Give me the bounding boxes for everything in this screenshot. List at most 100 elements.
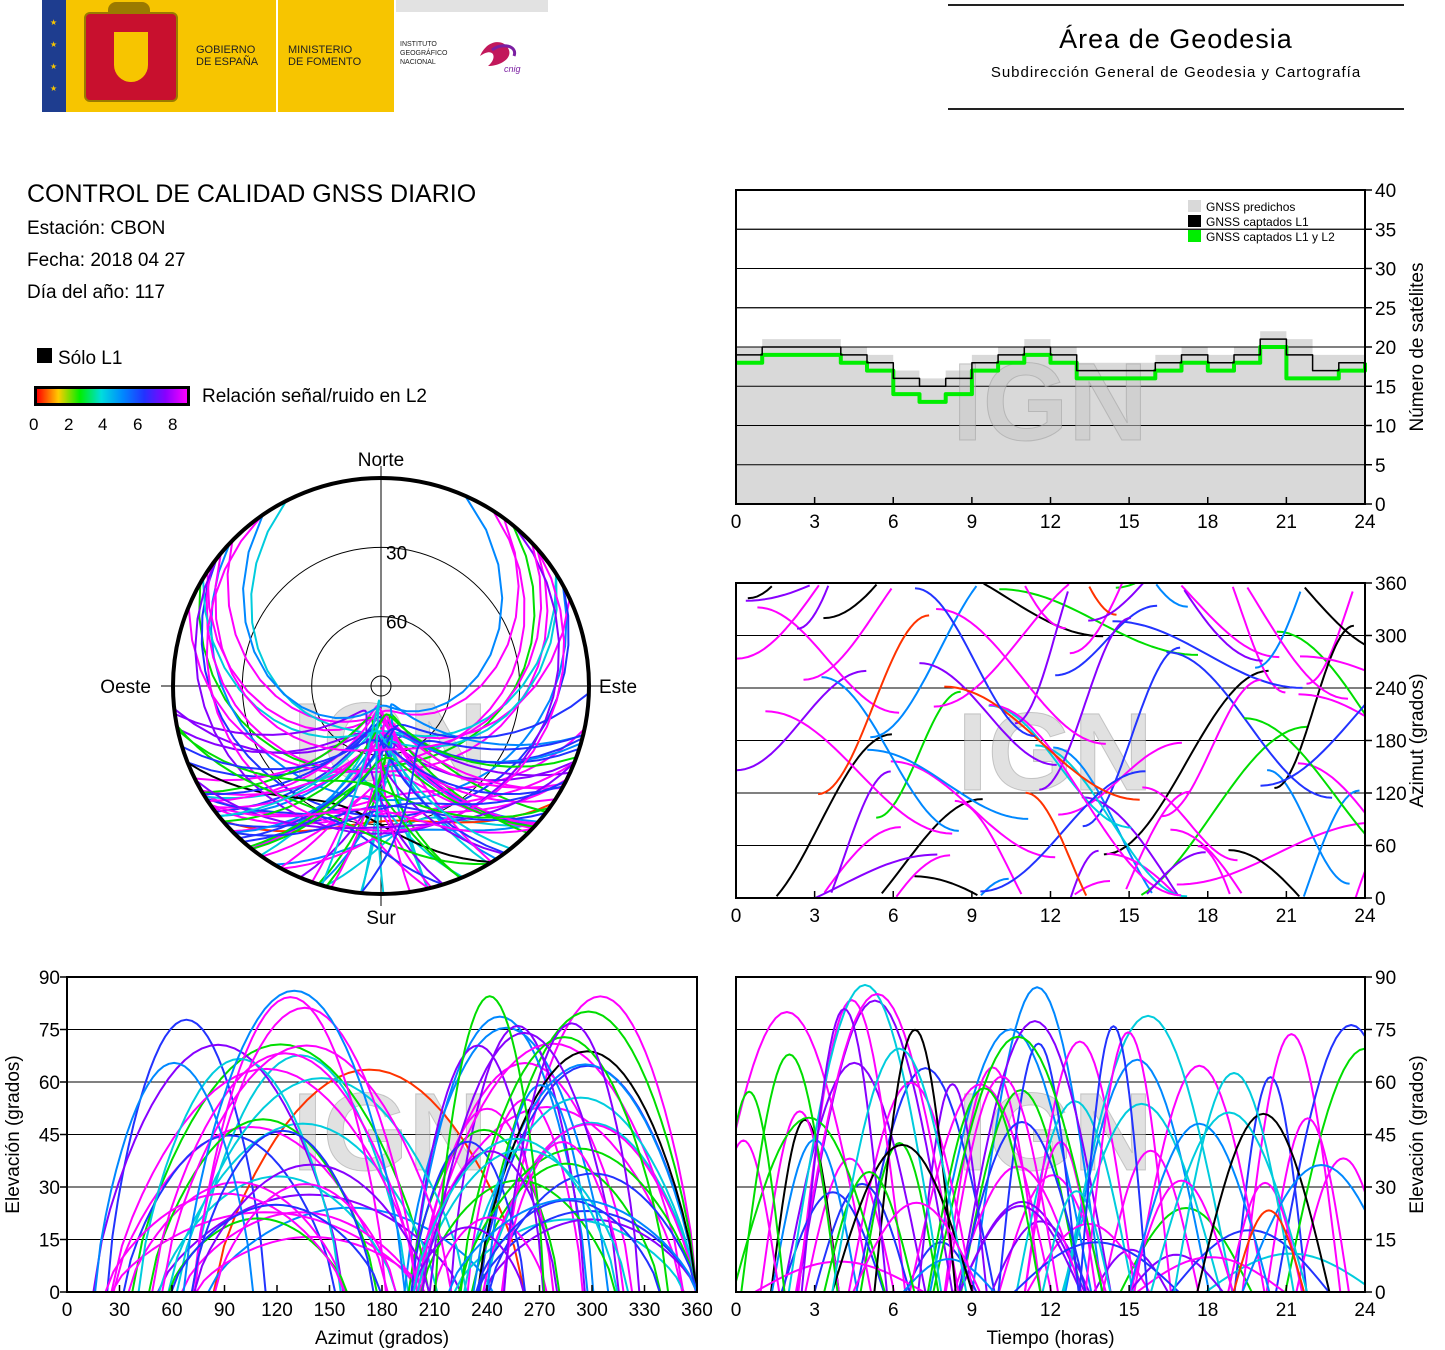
azimuth-track [1276, 630, 1365, 717]
azimuth-track [1297, 762, 1365, 815]
azimuth-track [983, 583, 1104, 638]
north-label: Norte [358, 450, 404, 471]
instituto-line-2: GEOGRÁFICO [400, 50, 448, 57]
elt-track [1128, 1122, 1271, 1292]
elaz-track [447, 1198, 697, 1292]
ring-label: 60 [386, 613, 407, 634]
elt-track [1129, 1179, 1235, 1292]
elt-track [736, 1011, 872, 1292]
azimuth-track [980, 770, 1146, 893]
solo-l1-label: Sólo L1 [58, 348, 123, 369]
azimuth-track [914, 587, 1036, 737]
elaz-track [411, 1015, 589, 1292]
azimuth-track [944, 685, 1140, 801]
sky-track [319, 703, 584, 886]
azimuth-track [803, 587, 893, 681]
elt-track [953, 1165, 1083, 1292]
x-tick-label: 18 [1197, 512, 1218, 533]
gobierno-logo: GOBIERNO DE ESPAÑA [66, 0, 276, 112]
azimuth-track [1231, 586, 1286, 694]
elt-track [780, 1191, 885, 1292]
coat-of-arms-icon [84, 12, 178, 102]
elaz-track [104, 1192, 346, 1292]
sky-track [205, 514, 565, 832]
elevation-azimuth-chart: IGN 0 30 60 90 120 150 180 210 240 270 300 330 360 0 15… [3, 968, 713, 1349]
elaz-track [486, 1084, 595, 1292]
x-tick-label: 9 [967, 512, 978, 533]
azimuth-track [830, 770, 891, 894]
elt-track [804, 1157, 896, 1292]
azimuth-track [1228, 849, 1301, 898]
sky-tracks [173, 495, 589, 894]
azimuth-track [999, 588, 1199, 656]
x-tick-label: 24 [1354, 512, 1376, 533]
y-tick-label: 60 [39, 1073, 60, 1094]
azimuth-track [1254, 591, 1302, 669]
y-tick-label: 35 [1375, 220, 1396, 241]
ign-watermark: IGN [292, 1071, 488, 1194]
sky-track [194, 761, 576, 830]
elaz-track [131, 1043, 430, 1292]
azimuth-track [1260, 703, 1365, 787]
elt-track [1041, 1190, 1112, 1292]
south-label: Sur [366, 908, 396, 929]
azimuth-track [876, 690, 961, 819]
elt-track [1023, 1040, 1136, 1292]
x-tick-label: 180 [366, 1300, 398, 1321]
y-tick-label: 90 [39, 968, 60, 989]
x-tick-label: 24 [1354, 1300, 1376, 1321]
ministerio-logo: MINISTERIO DE FOMENTO [278, 0, 394, 112]
x-tick-label: 3 [809, 512, 820, 533]
azimuth-track [1055, 604, 1158, 677]
azimuth-track [817, 614, 930, 796]
azimuth-track [1146, 851, 1206, 895]
elaz-track [459, 1036, 670, 1292]
azimuth-track [1103, 669, 1269, 856]
azimuth-track [1069, 583, 1124, 655]
x-tick-label: 6 [888, 906, 899, 927]
x-tick-label: 18 [1197, 906, 1218, 927]
x-tick-label: 15 [1119, 906, 1140, 927]
elt-track [902, 1258, 995, 1292]
x-tick-label: 12 [1040, 906, 1061, 927]
x-tick-label: 0 [731, 906, 742, 927]
azimuth-track [1112, 620, 1303, 689]
y-axis-label: Número de satélites [1407, 263, 1428, 432]
elt-track [958, 1020, 1112, 1292]
elaz-track [182, 989, 406, 1292]
elaz-track [412, 1226, 525, 1292]
elt-track [1196, 1112, 1331, 1292]
elt-track [944, 1075, 1059, 1292]
x-tick-label: 0 [731, 512, 742, 533]
sky-track [205, 797, 444, 886]
legend-swatch [1188, 230, 1201, 242]
y-tick-label: 15 [1375, 1231, 1396, 1252]
elaz-track [151, 1052, 419, 1292]
solo-l1-swatch [37, 348, 52, 363]
elaz-track [180, 1211, 420, 1292]
west-label: Oeste [100, 677, 151, 698]
legend-label: GNSS captados L1 [1206, 215, 1309, 229]
azimuth-track [747, 585, 773, 600]
y-tick-label: 0 [1375, 889, 1386, 910]
azimuth-track [796, 585, 830, 630]
y-tick-label: 360 [1375, 574, 1407, 595]
y-tick-label: 0 [49, 1283, 60, 1304]
sky-track [279, 795, 433, 889]
y-tick-label: 75 [39, 1021, 60, 1042]
elt-track [1295, 1157, 1365, 1292]
elt-track [1061, 1102, 1222, 1292]
azimuth-track [1053, 746, 1153, 894]
elt-track [1084, 1031, 1172, 1292]
elt-track [852, 1201, 981, 1292]
elt-track [908, 1083, 1053, 1292]
elt-track [1023, 1141, 1098, 1292]
y-tick-label: 0 [1375, 1283, 1386, 1304]
ign-logo: INSTITUTO GEOGRÁFICO NACIONAL cnig [396, 0, 548, 112]
x-axis-label: Azimut (grados) [315, 1328, 449, 1349]
sky-track [210, 542, 568, 802]
x-tick-label: 300 [576, 1300, 608, 1321]
y-tick-label: 45 [1375, 1126, 1396, 1147]
azimuth-track [821, 676, 959, 832]
